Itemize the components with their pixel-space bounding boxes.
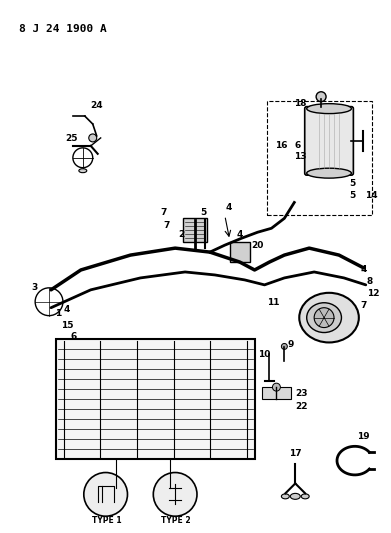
FancyBboxPatch shape	[305, 107, 353, 175]
Text: 1: 1	[55, 309, 61, 318]
Circle shape	[273, 383, 280, 391]
Text: 9: 9	[287, 341, 294, 350]
Text: 23: 23	[295, 389, 308, 398]
Ellipse shape	[79, 169, 87, 173]
Text: TYPE 2: TYPE 2	[161, 516, 191, 525]
Text: 25: 25	[65, 134, 77, 143]
Circle shape	[314, 308, 334, 328]
Text: 4: 4	[64, 305, 70, 314]
Text: 8 J 24 1900 A: 8 J 24 1900 A	[19, 24, 107, 34]
Circle shape	[153, 473, 197, 516]
Ellipse shape	[307, 103, 352, 114]
Bar	[230, 242, 249, 262]
Text: 2: 2	[178, 230, 185, 239]
Circle shape	[316, 92, 326, 102]
Text: 6: 6	[71, 333, 77, 342]
Ellipse shape	[291, 494, 300, 499]
Bar	[267, 101, 372, 215]
Ellipse shape	[307, 168, 352, 178]
Text: 10: 10	[258, 350, 270, 359]
Text: 3: 3	[31, 283, 38, 292]
Text: 8: 8	[367, 277, 373, 286]
Text: 22: 22	[295, 402, 308, 411]
Bar	[262, 387, 291, 399]
Text: 24: 24	[91, 101, 103, 110]
Ellipse shape	[299, 293, 359, 343]
Text: 12: 12	[367, 289, 379, 298]
Text: 11: 11	[267, 298, 280, 306]
Text: 5: 5	[349, 179, 355, 188]
Text: TYPE 1: TYPE 1	[92, 516, 121, 525]
Bar	[183, 219, 207, 242]
Text: 18: 18	[294, 99, 307, 108]
Ellipse shape	[301, 494, 309, 499]
Text: 20: 20	[251, 241, 264, 250]
Text: 13: 13	[294, 152, 307, 161]
Text: 5: 5	[200, 208, 206, 217]
Text: 17: 17	[289, 449, 302, 458]
Text: 19: 19	[357, 432, 369, 441]
Text: 6: 6	[294, 141, 301, 150]
Text: 15: 15	[61, 320, 74, 329]
Text: 4: 4	[361, 265, 367, 274]
Text: 7: 7	[163, 221, 170, 230]
Text: 16: 16	[275, 141, 288, 150]
Circle shape	[282, 343, 287, 350]
Text: 4: 4	[237, 230, 243, 239]
Text: 7: 7	[160, 208, 167, 217]
Circle shape	[84, 473, 127, 516]
Text: 5: 5	[349, 191, 355, 200]
Text: 7: 7	[361, 301, 367, 310]
Text: 4: 4	[226, 204, 232, 213]
Ellipse shape	[307, 303, 341, 333]
Bar	[56, 340, 255, 458]
Text: 14: 14	[365, 191, 377, 200]
Circle shape	[89, 134, 97, 142]
Ellipse shape	[282, 494, 289, 499]
